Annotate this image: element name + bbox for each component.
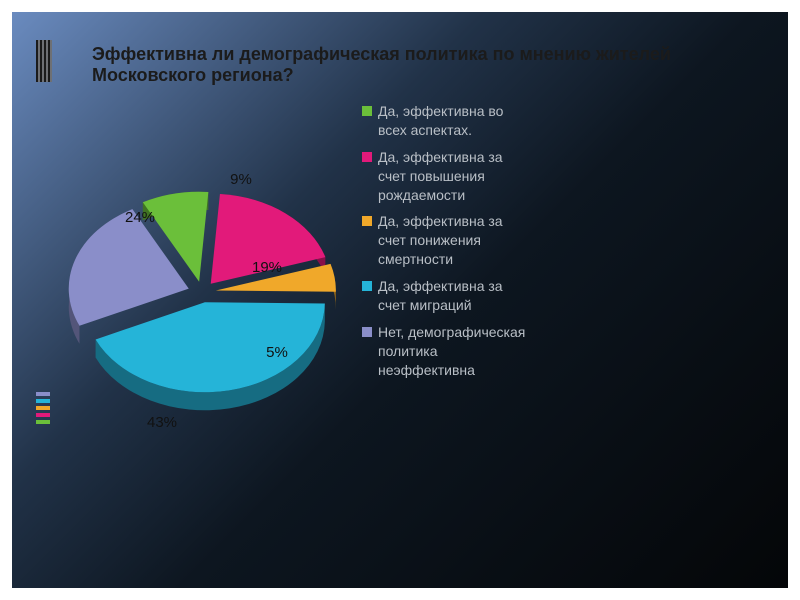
legend-item: Да, эффективна за счет миграций xyxy=(362,277,532,315)
slide-background: Эффективна ли демографическая политика п… xyxy=(12,12,788,588)
legend-swatch xyxy=(362,152,372,162)
legend-swatch xyxy=(362,106,372,116)
slice-label: 43% xyxy=(147,414,177,431)
pie-svg: 9% 19% 5% 43% 24% xyxy=(52,72,352,512)
legend-label: Да, эффективна за счет повышения рождаем… xyxy=(378,148,532,205)
slice-label: 19% xyxy=(252,259,282,276)
legend-label: Да, эффективна за счет миграций xyxy=(378,277,532,315)
legend-swatch xyxy=(362,281,372,291)
decor-bar xyxy=(36,399,50,403)
legend: Да, эффективна во всех аспектах. Да, эффе… xyxy=(362,102,532,388)
pie-chart: 9% 19% 5% 43% 24% xyxy=(52,72,352,512)
legend-label: Да, эффективна во всех аспектах. xyxy=(378,102,532,140)
decor-bar xyxy=(36,392,50,396)
page-frame: Эффективна ли демографическая политика п… xyxy=(0,0,800,600)
legend-item: Да, эффективна за счет повышения рождаем… xyxy=(362,148,532,205)
decor-bar xyxy=(36,406,50,410)
legend-item: Да, эффективна за счет понижения смертно… xyxy=(362,212,532,269)
slice-label: 9% xyxy=(230,171,252,188)
decor-bar xyxy=(36,413,50,417)
decor-bar xyxy=(36,420,50,424)
title-decor-stripe xyxy=(36,40,52,82)
legend-label: Да, эффективна за счет понижения смертно… xyxy=(378,212,532,269)
mini-bars-decor xyxy=(36,392,50,452)
legend-swatch xyxy=(362,216,372,226)
legend-swatch xyxy=(362,327,372,337)
slice-label: 5% xyxy=(266,344,288,361)
legend-item: Нет, демографическая политика неэффектив… xyxy=(362,323,532,380)
slice-label: 24% xyxy=(125,209,155,226)
legend-item: Да, эффективна во всех аспектах. xyxy=(362,102,532,140)
legend-label: Нет, демографическая политика неэффектив… xyxy=(378,323,532,380)
